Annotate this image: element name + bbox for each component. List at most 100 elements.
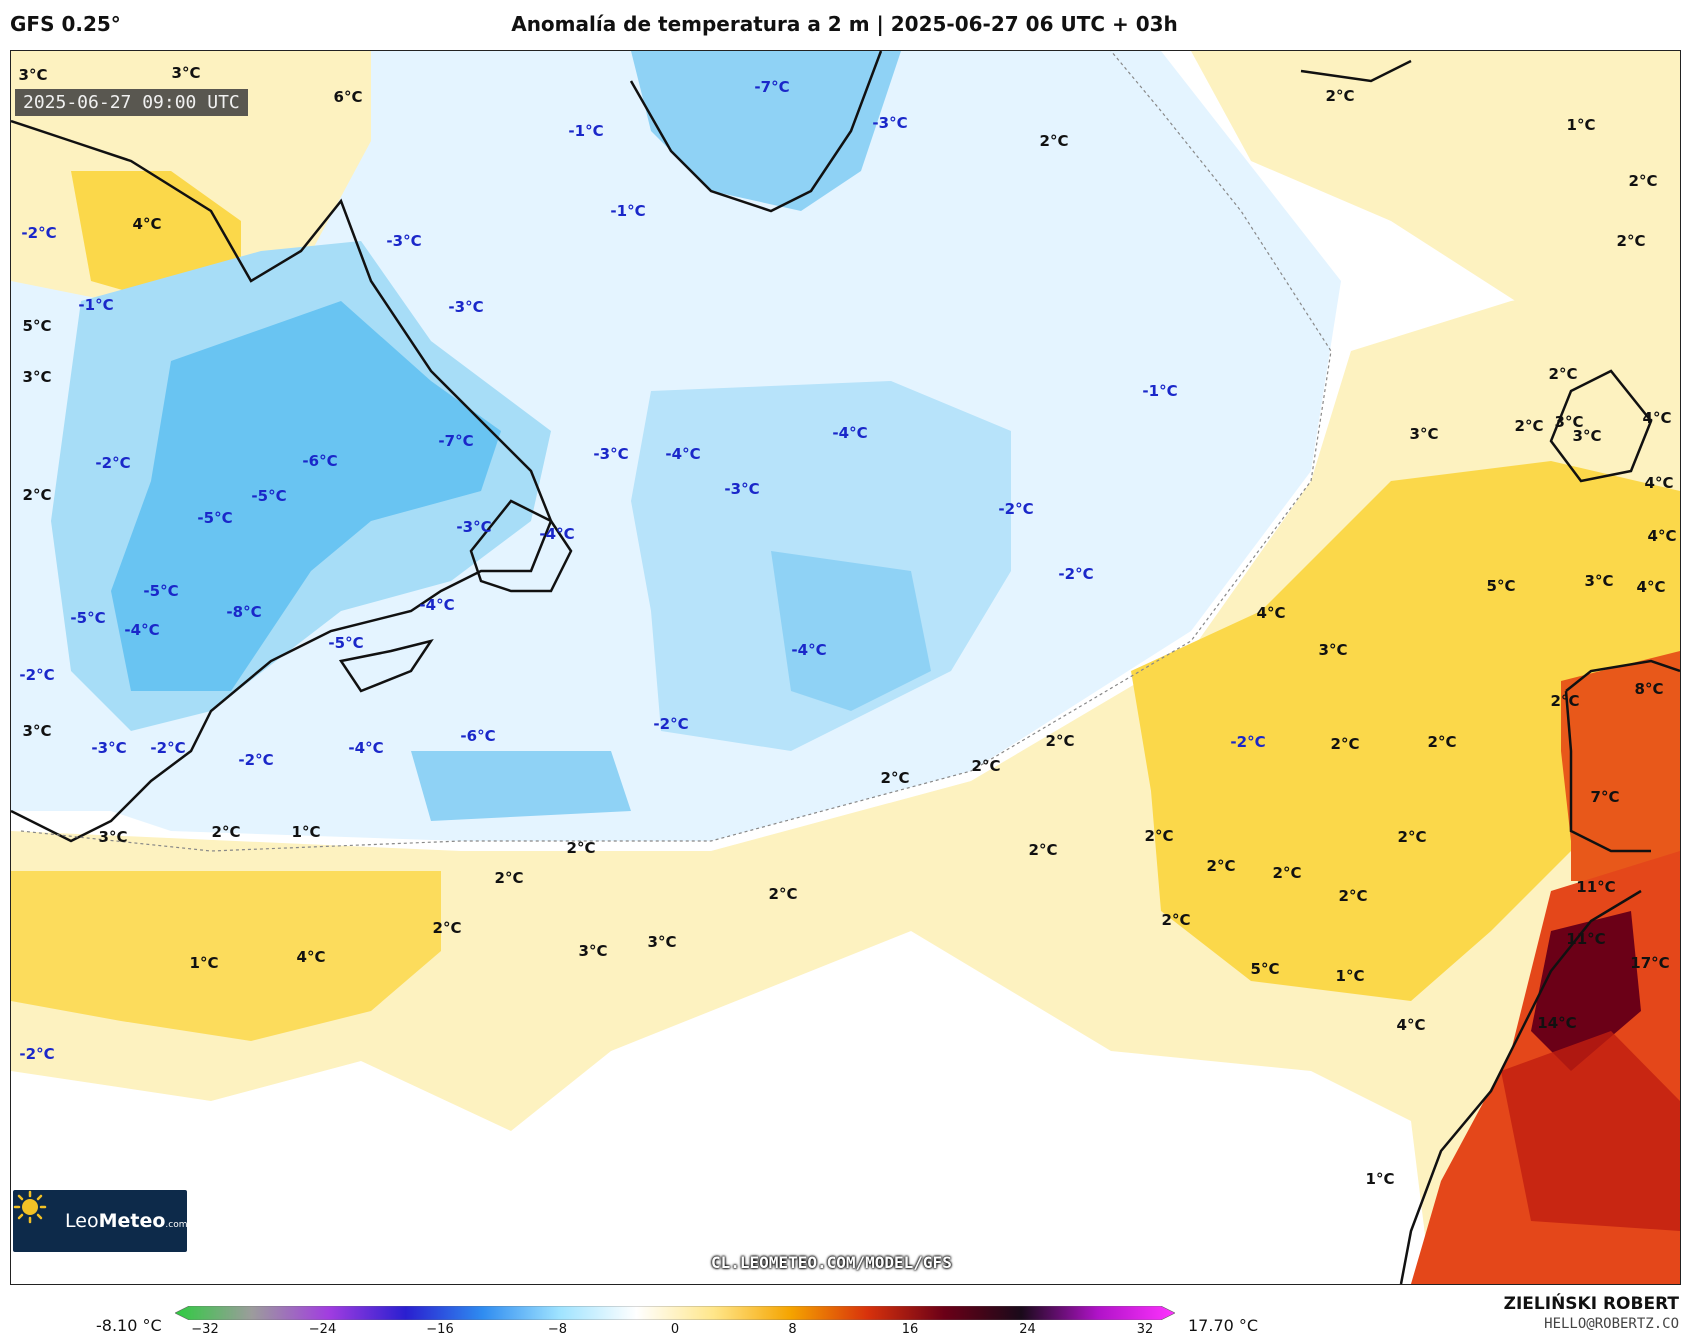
anomaly-label: 4°C xyxy=(1636,578,1666,596)
colorbar-tick-label: −32 xyxy=(191,1322,219,1337)
colorbar-ticks: −32 −24 −16 −8 0 8 16 24 32 xyxy=(175,1322,1175,1340)
cold-anomaly-ocean-core xyxy=(771,551,931,711)
anomaly-label: 1°C xyxy=(189,954,219,972)
warm-anomaly-core xyxy=(1131,461,1680,1001)
anomaly-label: -4°C xyxy=(419,596,455,614)
anomaly-label: -5°C xyxy=(328,634,364,652)
anomaly-label: 3°C xyxy=(22,722,52,740)
anomaly-label: -4°C xyxy=(665,445,701,463)
anomaly-label: 3°C xyxy=(171,64,201,82)
author-credit: ZIELIŃSKI ROBERT xyxy=(1503,1294,1679,1314)
anomaly-label: 3°C xyxy=(647,933,677,951)
colorbar-tick-label: −8 xyxy=(547,1322,568,1337)
anomaly-label: 2°C xyxy=(1338,887,1368,905)
anomaly-label: -1°C xyxy=(1142,382,1178,400)
colorbar-min-label: -8.10 °C xyxy=(96,1316,162,1335)
anomaly-label: -2°C xyxy=(238,751,274,769)
anomaly-label: 6°C xyxy=(333,88,363,106)
anomaly-label: -3°C xyxy=(872,114,908,132)
anomaly-label: -8°C xyxy=(226,603,262,621)
anomaly-label: 2°C xyxy=(1397,828,1427,846)
anomaly-label: -4°C xyxy=(791,641,827,659)
anomaly-field xyxy=(11,51,1680,1284)
anomaly-label: 2°C xyxy=(1628,172,1658,190)
anomaly-label: -7°C xyxy=(754,78,790,96)
anomaly-label: 2°C xyxy=(1514,417,1544,435)
warm-anomaly-top xyxy=(1191,51,1680,311)
anomaly-label: -2°C xyxy=(19,1045,55,1063)
anomaly-label: -5°C xyxy=(251,487,287,505)
anomaly-label: 11°C xyxy=(1576,878,1616,896)
coastline-north-america xyxy=(11,119,553,843)
model-name: GFS 0.25° xyxy=(10,12,121,36)
anomaly-label: -2°C xyxy=(998,500,1034,518)
anomaly-label: 4°C xyxy=(132,215,162,233)
coastline-greenland xyxy=(629,51,883,213)
anomaly-label: -4°C xyxy=(348,739,384,757)
colorbar-tick-label: 32 xyxy=(1136,1322,1154,1337)
anomaly-label: 7°C xyxy=(1590,788,1620,806)
anomaly-label: 2°C xyxy=(1427,733,1457,751)
anomaly-label: -3°C xyxy=(386,232,422,250)
anomaly-label: 5°C xyxy=(22,317,52,335)
anomaly-label: 2°C xyxy=(432,919,462,937)
anomaly-label: 1°C xyxy=(1365,1170,1395,1188)
anomaly-label: 3°C xyxy=(22,368,52,386)
anomaly-label: 14°C xyxy=(1537,1014,1577,1032)
anomaly-label: 1°C xyxy=(1566,116,1596,134)
anomaly-label: -3°C xyxy=(448,298,484,316)
source-url: CL.LEOMETEO.COM/MODEL/GFS xyxy=(711,1253,952,1272)
anomaly-label: -4°C xyxy=(124,621,160,639)
anomaly-label: -2°C xyxy=(1230,733,1266,751)
coastline-nova-scotia xyxy=(338,639,434,693)
anomaly-label: 2°C xyxy=(1272,864,1302,882)
anomaly-label: -3°C xyxy=(593,445,629,463)
hot-anomaly-africa-core xyxy=(1531,911,1641,1071)
colorbar-tick-label: 24 xyxy=(1019,1322,1036,1337)
anomaly-label: -1°C xyxy=(610,202,646,220)
anomaly-label: -7°C xyxy=(438,432,474,450)
anomaly-label: 3°C xyxy=(98,828,128,846)
cold-anomaly-shelf xyxy=(411,751,631,821)
coastline-africa xyxy=(1399,889,1642,1284)
anomaly-label: 2°C xyxy=(1550,692,1580,710)
anomaly-label: 2°C xyxy=(494,869,524,887)
anomaly-map: 2025-06-27 09:00 UTC 3°C 3°C 6°C 4°C -2°C -1°… xyxy=(10,50,1681,1285)
colorbar-tick-label: −16 xyxy=(426,1322,454,1337)
colorbar-tick-label: 8 xyxy=(788,1322,797,1337)
anomaly-label: 2°C xyxy=(1616,232,1646,250)
colorbar-tick-label: −24 xyxy=(308,1322,337,1337)
valid-time-label: 2025-06-27 09:00 UTC xyxy=(15,89,248,116)
anomaly-label: 4°C xyxy=(1256,604,1286,622)
anomaly-label: -2°C xyxy=(19,666,55,684)
anomaly-label: 2°C xyxy=(1330,735,1360,753)
anomaly-label: 4°C xyxy=(1644,474,1674,492)
anomaly-label: 2°C xyxy=(971,757,1001,775)
anomaly-label: -1°C xyxy=(568,122,604,140)
anomaly-label: 1°C xyxy=(291,823,321,841)
anomaly-label: 11°C xyxy=(1566,930,1606,948)
anomaly-label: 3°C xyxy=(1554,413,1584,431)
hot-anomaly-sahara xyxy=(1501,1031,1680,1231)
anomaly-label: 3°C xyxy=(1584,572,1614,590)
author-email: HELLO@ROBERTZ.CO xyxy=(1544,1316,1679,1332)
colorbar-tick-label: 0 xyxy=(670,1322,680,1337)
anomaly-label: 5°C xyxy=(1250,960,1280,978)
anomaly-label: -4°C xyxy=(539,525,575,543)
coastline-iceland-uk xyxy=(1300,59,1653,483)
leometeo-logo: LeoMeteo.com xyxy=(13,1190,188,1252)
anomaly-label: 2°C xyxy=(1161,911,1191,929)
coastline-iberia xyxy=(1564,659,1680,853)
anomaly-label: -6°C xyxy=(460,727,496,745)
anomaly-label: 4°C xyxy=(1396,1016,1426,1034)
colorbar-max-label: 17.70 °C xyxy=(1188,1316,1259,1335)
anomaly-label: 2°C xyxy=(211,823,241,841)
anomaly-label: 3°C xyxy=(1318,641,1348,659)
anomaly-label: 2°C xyxy=(1548,365,1578,383)
logo-text: LeoMeteo.com xyxy=(65,1210,188,1232)
anomaly-label: -2°C xyxy=(150,739,186,757)
anomaly-label: 4°C xyxy=(1642,409,1672,427)
anomaly-label: 4°C xyxy=(296,948,326,966)
anomaly-label: 2°C xyxy=(1144,827,1174,845)
anomaly-label: -5°C xyxy=(197,509,233,527)
